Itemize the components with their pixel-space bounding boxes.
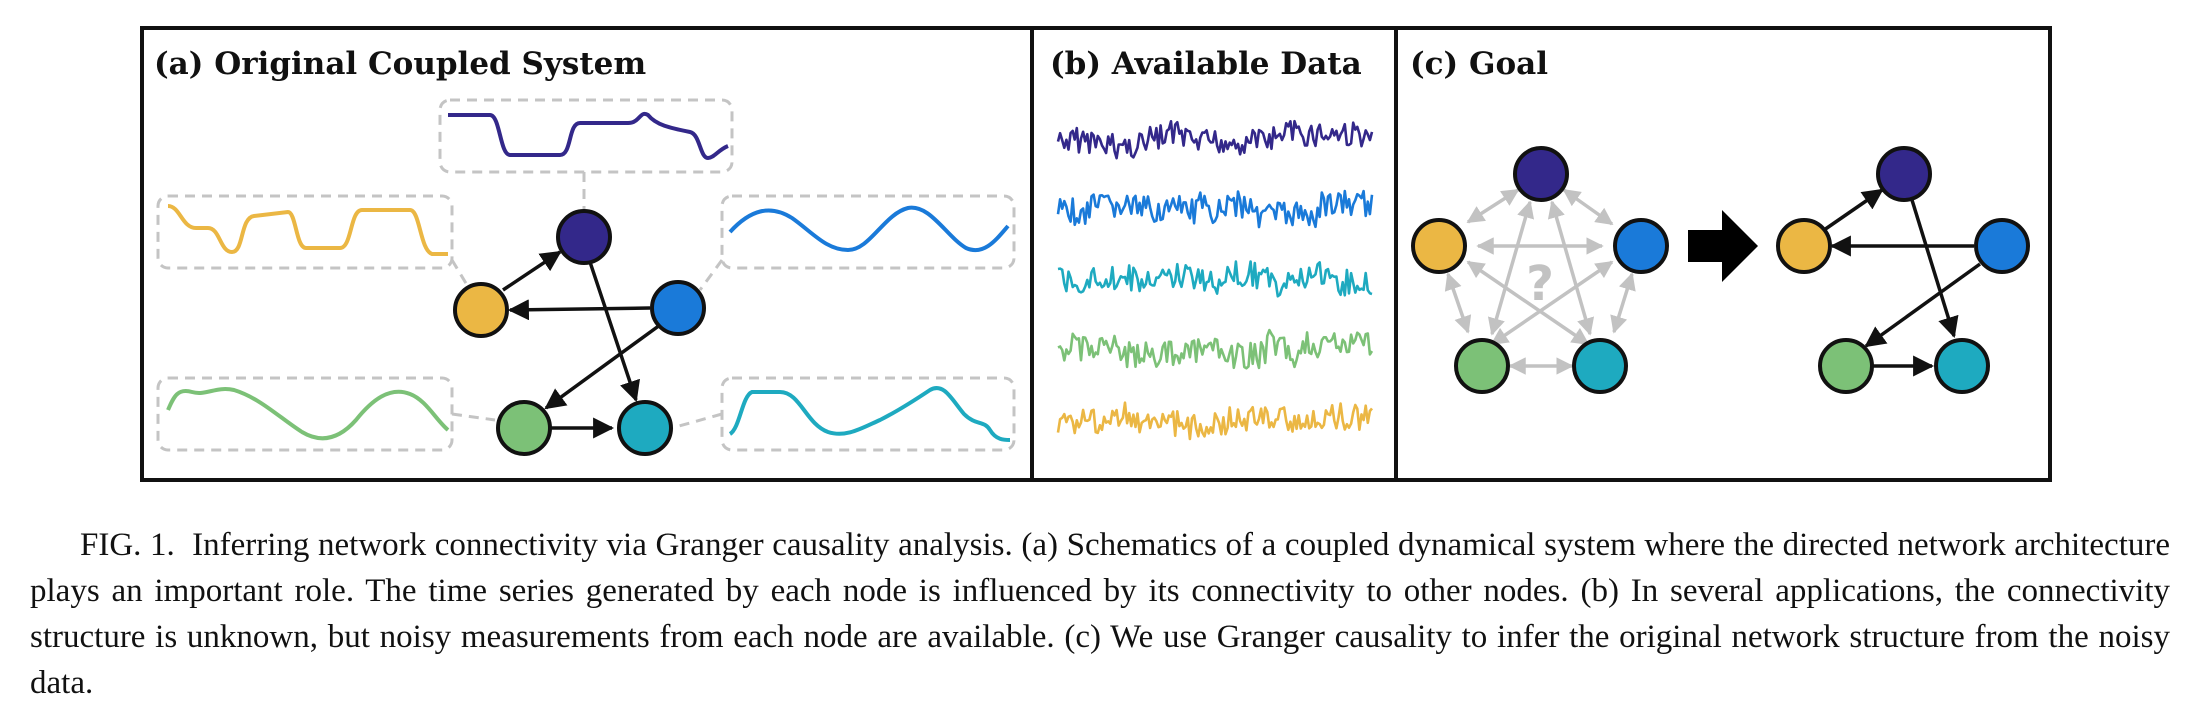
candidate-node4 — [1454, 338, 1510, 394]
faint-edge-1-5 — [1466, 188, 1520, 224]
timeseries-node5 — [167, 204, 448, 256]
faint-edge-1-4 — [1487, 200, 1535, 336]
inferred-node2 — [1974, 218, 2030, 274]
timeseries-box-node2 — [720, 194, 1016, 270]
faint-edge-1-3 — [1547, 200, 1595, 336]
panel-c-title: (c) Goal — [1410, 46, 1548, 82]
panel-b-title: (b) Available Data — [1050, 46, 1362, 82]
noisy-timeseries-node2 — [1056, 189, 1374, 229]
candidate-node2 — [1613, 218, 1669, 274]
timeseries-node2 — [728, 205, 1010, 253]
figure-frame — [140, 26, 2052, 482]
node2-circle — [650, 280, 706, 336]
unknown-question-mark: ? — [1526, 256, 1554, 312]
candidate-node3 — [1572, 338, 1628, 394]
connector-node4 — [451, 412, 496, 422]
noisy-timeseries-node5 — [1056, 401, 1374, 441]
noisy-timeseries-group — [1056, 119, 1374, 441]
inferred-node3 — [1934, 338, 1990, 394]
node3-circle — [617, 400, 673, 456]
connector-node2 — [698, 259, 724, 291]
edge-node2-node4 — [544, 323, 662, 410]
inferred-edge-node5-node1 — [1823, 188, 1884, 232]
timeseries-node3 — [728, 386, 1011, 442]
panel-a-title: (a) Original Coupled System — [154, 46, 646, 82]
edge-node2-node5 — [507, 299, 651, 321]
noisy-timeseries-node1 — [1056, 119, 1374, 160]
connector-node3 — [671, 412, 723, 430]
timeseries-box-node1 — [438, 98, 734, 174]
inferred-edge-node1-node3 — [1910, 199, 1959, 339]
caption-text: Inferring network connectivity via Grang… — [30, 527, 2170, 701]
timeseries-node4 — [166, 387, 450, 441]
inferred-node5 — [1776, 218, 1832, 274]
noisy-timeseries-node3 — [1057, 260, 1373, 298]
node5-circle — [453, 282, 509, 338]
connector-node5 — [450, 259, 472, 291]
timeseries-box-node3 — [720, 376, 1016, 452]
panel-c: (c) Goal ? — [1410, 46, 2030, 394]
timeseries-box-node5 — [156, 194, 454, 270]
inference-arrow-icon — [1688, 210, 1758, 282]
figure-caption: FIG. 1. Inferring network connectivity v… — [30, 522, 2170, 706]
inferred-edge-node2-node4 — [1864, 262, 1982, 348]
faint-edge-1-2 — [1562, 188, 1614, 226]
candidate-node5 — [1411, 218, 1467, 274]
faint-edge-5-4 — [1444, 272, 1472, 334]
noisy-timeseries-node4 — [1057, 328, 1374, 370]
node1-circle — [556, 209, 612, 265]
faint-edge-2-3 — [1610, 272, 1636, 334]
node4-circle — [496, 400, 552, 456]
faint-edge-2-4 — [1490, 260, 1614, 346]
panel-a: (a) Original Coupled System — [154, 46, 1016, 456]
figure: (a) Original Coupled System — [140, 26, 2052, 482]
timeseries-node1 — [448, 111, 729, 161]
inferred-node4 — [1818, 338, 1874, 394]
caption-label: FIG. 1. — [80, 527, 175, 563]
timeseries-box-node4 — [156, 376, 454, 452]
edge-node5-node1 — [502, 250, 562, 292]
edge-node1-node3 — [588, 261, 640, 402]
candidate-node1 — [1513, 146, 1569, 202]
panel-b: (b) Available Data — [1050, 46, 1374, 441]
inferred-node1 — [1876, 146, 1932, 202]
